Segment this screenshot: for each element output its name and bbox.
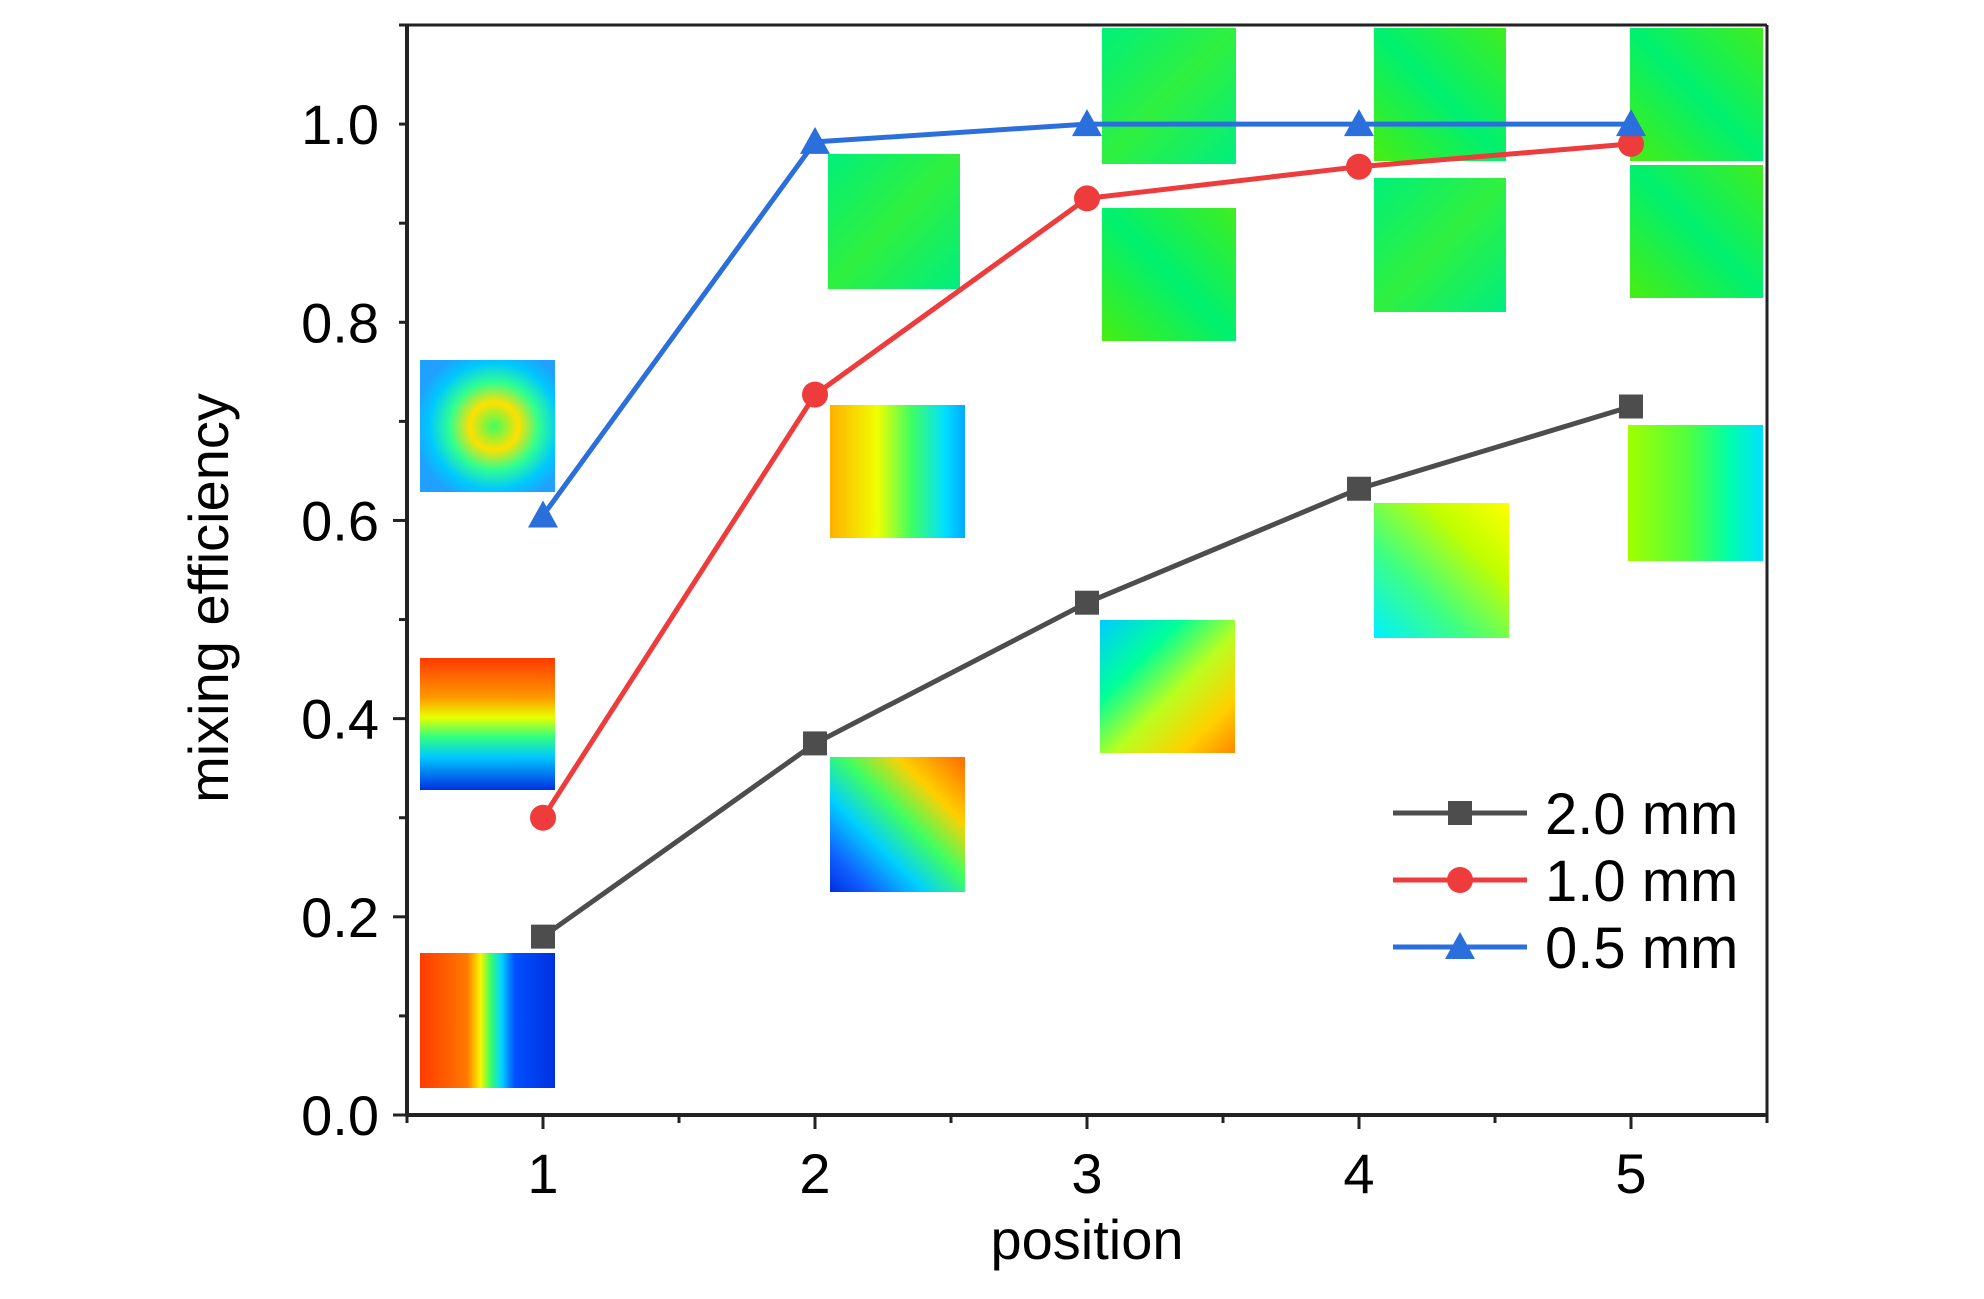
- contour-image: [1102, 28, 1236, 164]
- data-point: [1346, 153, 1372, 180]
- contour-image: [1102, 208, 1236, 341]
- series-layer: [528, 109, 1646, 949]
- ticks: [393, 23, 1769, 1129]
- x-axis-title: position: [990, 1208, 1183, 1271]
- y-tick-label: 0.8: [301, 291, 379, 354]
- legend-marker: [1447, 867, 1473, 893]
- data-point: [531, 924, 555, 949]
- data-point: [803, 731, 827, 756]
- data-point: [1344, 109, 1374, 137]
- data-point: [802, 381, 828, 408]
- y-tick-label: 0.2: [301, 886, 379, 949]
- data-point: [1075, 590, 1099, 615]
- y-tick-label: 0.0: [301, 1084, 379, 1147]
- contour-image: [420, 658, 555, 790]
- contour-image: [1374, 503, 1509, 638]
- contour-image: [1630, 165, 1763, 298]
- contour-image: [1100, 620, 1235, 753]
- legend: 2.0 mm1.0 mm0.5 mm: [1393, 782, 1738, 981]
- series-line: [541, 404, 1632, 939]
- legend-label: 2.0 mm: [1545, 782, 1738, 847]
- contour-images: [420, 28, 1763, 1088]
- contour-image: [420, 360, 555, 492]
- x-tick-label: 3: [1071, 1142, 1102, 1205]
- data-point: [1616, 109, 1646, 137]
- y-tick-label: 1.0: [301, 93, 379, 156]
- legend-marker: [1445, 932, 1475, 959]
- data-point: [1347, 476, 1371, 501]
- data-point: [1618, 130, 1644, 157]
- x-tick-label: 2: [799, 1142, 830, 1205]
- data-point: [1072, 109, 1102, 137]
- x-tick-label: 1: [527, 1142, 558, 1205]
- data-point: [1074, 185, 1100, 212]
- contour-image: [1628, 425, 1763, 561]
- contour-image: [828, 154, 960, 289]
- y-axis-title: mixing efficiency: [177, 393, 240, 803]
- y-tick-label: 0.4: [301, 688, 379, 751]
- contour-image: [830, 405, 965, 538]
- legend-marker: [1448, 801, 1472, 825]
- series-2-0-mm: [531, 394, 1643, 949]
- legend-item: 0.5 mm: [1393, 916, 1738, 981]
- contour-image: [420, 953, 555, 1088]
- legend-label: 0.5 mm: [1545, 916, 1738, 981]
- legend-item: 2.0 mm: [1393, 782, 1738, 847]
- contour-image: [1374, 178, 1506, 312]
- data-point: [800, 126, 830, 154]
- legend-item: 1.0 mm: [1393, 849, 1738, 914]
- y-tick-label: 0.6: [301, 489, 379, 552]
- x-tick-label: 5: [1615, 1142, 1646, 1205]
- contour-image: [830, 757, 965, 892]
- tick-labels: 0.0 0.2 0.4 0.6 0.8 1.0 1 2 3 4 5: [301, 93, 1646, 1205]
- x-tick-label: 4: [1343, 1142, 1374, 1205]
- data-point: [530, 804, 556, 831]
- legend-label: 1.0 mm: [1545, 849, 1738, 914]
- contour-image: [1630, 28, 1763, 161]
- data-point: [1619, 394, 1643, 419]
- series-1-0-mm: [530, 130, 1644, 831]
- series-0-5-mm: [528, 109, 1646, 528]
- data-point: [528, 500, 558, 528]
- contour-image: [1374, 28, 1506, 161]
